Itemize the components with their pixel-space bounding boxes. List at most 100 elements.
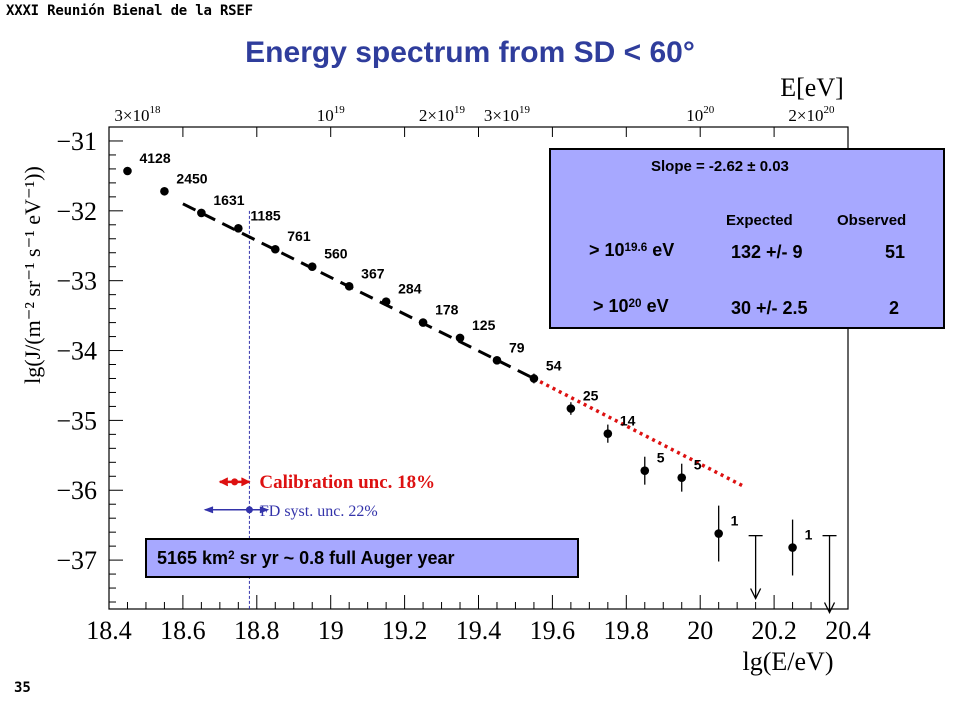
- row1-expected: 132 +/- 9: [731, 242, 803, 262]
- exposure-post: sr yr ~ 0.8 full Auger year: [234, 548, 455, 568]
- calibration-label: Calibration unc. 18%: [259, 472, 435, 493]
- exposure-pre: 5165 km: [157, 548, 229, 568]
- row2-unit: eV: [641, 296, 669, 316]
- top-tick-label: 2×1020: [788, 104, 835, 125]
- x-tick-label: 19.4: [456, 616, 502, 645]
- y-tick-label: −32: [56, 197, 97, 226]
- count-label: 367: [361, 265, 385, 281]
- data-point: [677, 473, 687, 482]
- observed-header: Observed: [837, 212, 907, 229]
- fd-syst-center-dot: [245, 506, 253, 514]
- data-point: [492, 356, 502, 365]
- top-tick-label: 2×1019: [419, 104, 466, 125]
- data-point: [381, 297, 391, 306]
- page-number: 35: [14, 680, 31, 696]
- calibration-center-dot: [231, 478, 239, 486]
- axis-labels-layer: 18.4 18.6 18.8 19 19.2 19.4 19.6 19.8 20 20.2 20.4…: [20, 73, 871, 676]
- row2-observed: 2: [889, 298, 900, 318]
- count-label: 560: [324, 246, 348, 262]
- slide-title: Energy spectrum from SD < 60°: [0, 36, 960, 70]
- data-point: [714, 529, 723, 538]
- exposure-sup: 2: [228, 548, 235, 562]
- x-tick-label: 18.8: [234, 616, 280, 645]
- top-tick-label: 1019: [317, 104, 346, 125]
- row2-threshold: > 1020 eV: [593, 296, 669, 317]
- data-point: [418, 318, 428, 327]
- axis-ticks-layer: [108, 127, 849, 609]
- upper-limit-arrow: [750, 588, 762, 600]
- x-tick-label: 19.2: [382, 616, 428, 645]
- count-label: 761: [287, 228, 311, 244]
- top-tick-label: 1020: [686, 104, 715, 125]
- x-tick-label: 18.4: [86, 616, 132, 645]
- count-label: 2450: [176, 170, 207, 186]
- expected-observed-box: Slope = -2.62 ± 0.03 Expected Observed >…: [549, 148, 945, 329]
- data-point: [307, 262, 317, 272]
- data-point: [197, 208, 206, 218]
- x-tick-label: 19.8: [604, 616, 650, 645]
- data-point: [270, 244, 280, 254]
- count-label: 54: [546, 357, 562, 373]
- data-point: [160, 186, 169, 196]
- data-point: [344, 281, 354, 291]
- data-points-layer: 4128245016311185761560367284178125795425…: [123, 150, 837, 614]
- count-label: 4128: [139, 150, 170, 166]
- upper-limit-arrow: [823, 602, 836, 614]
- count-label: 5: [657, 450, 665, 466]
- x-axis-label: lg(E/eV): [743, 647, 834, 676]
- row1-unit: eV: [647, 240, 675, 260]
- y-tick-label: −34: [56, 337, 97, 366]
- count-label: 284: [398, 281, 422, 297]
- y-tick-label: −37: [56, 546, 97, 575]
- data-point: [640, 466, 650, 475]
- top-axis-label: E[eV]: [780, 73, 844, 102]
- count-label: 14: [620, 413, 636, 429]
- top-tick-label: 3×1019: [484, 104, 531, 125]
- data-point: [455, 333, 465, 343]
- x-tick-label: 20.4: [825, 616, 871, 645]
- fit-lines-layer: [182, 202, 746, 609]
- y-tick-label: −36: [56, 476, 97, 505]
- count-label: 1: [731, 513, 739, 529]
- extrapolation-line: [533, 376, 746, 489]
- conference-header: XXXI Reunión Bienal de la RSEF: [6, 3, 253, 19]
- row2-exponent: 20: [628, 296, 642, 310]
- x-tick-label: 19: [318, 616, 344, 645]
- calibration-arrow-left: [218, 477, 229, 487]
- row1-threshold: > 1019.6 eV: [589, 240, 674, 261]
- row1-exponent: 19.6: [624, 240, 648, 254]
- x-tick-label: 19.6: [530, 616, 576, 645]
- expected-header: Expected: [726, 212, 793, 229]
- slide-title-text: Energy spectrum from SD < 60°: [245, 36, 695, 69]
- exposure-text: 5165 km2 sr yr ~ 0.8 full Auger year: [157, 548, 455, 569]
- count-label: 1: [805, 527, 813, 543]
- y-tick-label: −35: [56, 406, 97, 435]
- y-axis-label: lg(J/(m⁻² sr⁻¹ s⁻¹ eV⁻¹)): [20, 166, 45, 384]
- data-point: [234, 223, 243, 233]
- x-tick-label: 20: [687, 616, 713, 645]
- top-tick-label: 3×1018: [114, 104, 161, 125]
- data-point: [788, 543, 797, 552]
- count-label: 125: [472, 317, 496, 333]
- count-label: 25: [583, 388, 599, 404]
- count-label: 178: [435, 302, 459, 318]
- row2-base: > 10: [593, 296, 629, 316]
- data-point: [566, 404, 576, 413]
- x-tick-label: 18.6: [160, 616, 206, 645]
- slope-text: Slope = -2.62 ± 0.03: [651, 158, 789, 175]
- data-point: [529, 374, 539, 383]
- count-label: 1631: [213, 192, 244, 208]
- fd-syst-arrow-left: [203, 506, 214, 514]
- x-tick-label: 20.2: [751, 616, 797, 645]
- count-label: 79: [509, 339, 525, 355]
- count-label: 1185: [250, 207, 281, 223]
- y-tick-label: −33: [56, 267, 97, 296]
- data-point: [123, 166, 132, 176]
- count-label: 5: [694, 457, 702, 473]
- fd-syst-arrow-right: [259, 506, 270, 514]
- exposure-box: 5165 km2 sr yr ~ 0.8 full Auger year: [145, 538, 579, 578]
- data-point: [603, 429, 613, 438]
- calibration-arrow-right: [241, 477, 251, 487]
- y-tick-label: −31: [56, 127, 97, 156]
